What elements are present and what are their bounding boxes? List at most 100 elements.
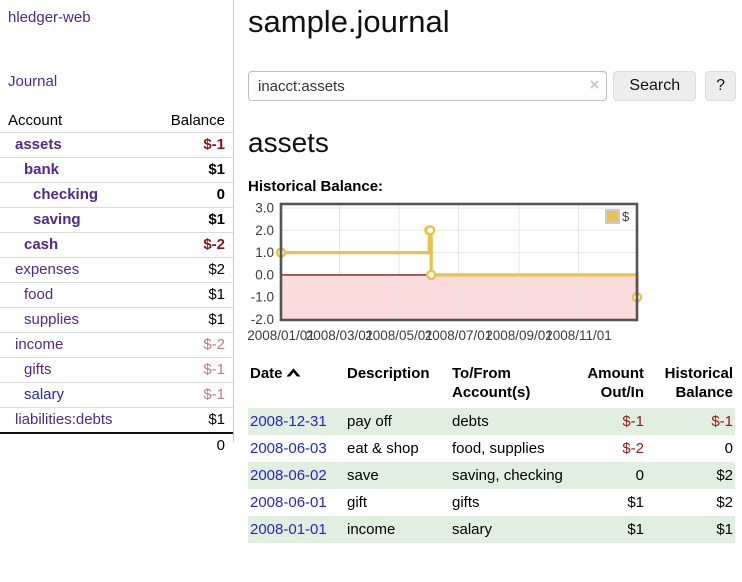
transaction-balance: $2 [716,494,733,511]
account-balance: $-1 [203,136,225,153]
account-link[interactable]: bank [24,161,60,178]
accounts-total-row: 0 [0,433,233,458]
sidebar: hledger-web Journal Account Balance asse… [0,0,234,454]
plot-border [279,202,639,322]
transaction-amount: $-1 [622,413,644,430]
page-title: sample.journal [248,4,450,39]
transaction-accounts: gifts [452,494,480,511]
register-header-balance: Historical Balance [664,365,733,401]
account-link[interactable]: assets [15,136,62,153]
transaction-accounts: salary [452,521,493,538]
register-header-amount: Amount Out/In [587,365,644,401]
y-tick-label: -2.0 [251,312,274,327]
data-point [424,225,436,236]
help-button[interactable]: ? [705,71,736,101]
account-row: assets $-1 [0,132,233,158]
account-row: expenses $2 [0,257,233,283]
x-tick-label: 2008/01/01 [248,328,315,343]
account-balance: $1 [208,286,225,303]
account-row: liabilities:debts $1 [0,407,233,434]
chart-title: Historical Balance: [248,178,384,195]
y-tick-label: 0.0 [255,267,274,282]
transaction-row: 2008-06-02 save saving, checking 0 $2 [248,462,735,489]
transaction-description: pay off [347,413,392,430]
account-balance: $-2 [203,236,225,253]
account-balance: $-1 [203,386,225,403]
accounts-header-account: Account [8,112,63,129]
historical-balance-chart[interactable]: $3.0 2.0 1.0 0.0 -1.0 -2.0 2008/01/01 2008/03/0… [248,196,736,352]
transaction-row: 2008-06-01 gift gifts $1 $2 [248,489,735,516]
chart-canvas: $3.0 2.0 1.0 0.0 -1.0 -2.02008/01/012008/03/0… [248,201,643,343]
account-row: gifts $-1 [0,357,233,383]
x-tick-label: 2008/03/01 [306,328,374,343]
account-link[interactable]: liabilities:debts [15,411,113,428]
transaction-amount: $1 [627,521,644,538]
register-header-row: Date Description To/From Account(s) Amou… [248,360,735,408]
accounts-total-spacer [0,433,136,458]
accounts-table: Account Balance assets $-1 bank $1 checking 0… [0,109,233,458]
account-row: cash $-2 [0,232,233,258]
transaction-balance: $2 [716,467,733,484]
accounts-total-value: 0 [216,437,225,454]
y-tick-label: -1.0 [251,290,274,305]
clear-search-icon[interactable]: × [589,75,600,94]
account-balance: $1 [208,211,225,228]
account-balance: $1 [208,311,225,328]
account-link[interactable]: salary [24,386,65,403]
account-heading: assets [248,127,329,158]
app-brand-link[interactable]: hledger-web [8,9,91,26]
sort-ascending-icon [286,368,301,377]
account-balance: 0 [216,186,225,203]
search-form: × Search ? [248,71,736,101]
transaction-accounts: debts [452,413,489,430]
transaction-row: 2008-12-31 pay off debts $-1 $-1 [248,408,735,435]
account-link[interactable]: expenses [15,261,80,278]
search-button[interactable]: Search [613,71,697,101]
transaction-date-link[interactable]: 2008-06-01 [250,494,327,511]
account-row: saving $1 [0,207,233,233]
transaction-date-link[interactable]: 2008-06-02 [250,467,327,484]
account-balance: $-1 [203,361,225,378]
register-header-description: Description [347,365,430,382]
y-tick-label: 2.0 [255,223,274,238]
account-link[interactable]: supplies [24,311,80,328]
account-link[interactable]: saving [33,211,81,228]
x-tick-label: 2008/09/01 [485,328,553,343]
account-balance: $1 [208,411,225,428]
x-tick-label: 2008/07/01 [425,328,493,343]
account-link[interactable]: cash [24,236,59,253]
y-tick-label: 1.0 [255,245,274,260]
nav-journal-link[interactable]: Journal [8,73,58,90]
transaction-date-link[interactable]: 2008-12-31 [250,413,327,430]
register-table: Date Description To/From Account(s) Amou… [248,360,735,543]
account-link[interactable]: food [24,286,54,303]
transaction-balance: $1 [716,521,733,538]
account-row: bank $1 [0,157,233,183]
legend-label: $ [622,209,630,224]
search-input[interactable] [248,71,608,101]
transaction-amount: $1 [627,494,644,511]
transaction-balance: $-1 [711,413,733,430]
main-content: sample.journal × Search ? assets Histori… [248,0,736,543]
account-row: income $-2 [0,332,233,358]
account-link[interactable]: checking [33,186,99,203]
transaction-description: save [347,467,379,484]
transaction-date-link[interactable]: 2008-01-01 [250,521,327,538]
transaction-balance: 0 [724,440,733,457]
transaction-amount: 0 [635,467,644,484]
register-header-date[interactable]: Date [248,360,345,408]
account-row: food $1 [0,282,233,308]
transaction-description: gift [347,494,368,511]
transaction-accounts: saving, checking [452,467,563,484]
transaction-description: income [347,521,396,538]
account-link[interactable]: gifts [24,361,52,378]
transaction-date-link[interactable]: 2008-06-03 [250,440,327,457]
accounts-header-balance: Balance [170,112,225,129]
account-link[interactable]: income [15,336,64,353]
transaction-row: 2008-06-03 eat & shop food, supplies $-2 0 [248,435,735,462]
x-tick-label: 2008/05/01 [365,328,433,343]
account-row: checking 0 [0,182,233,208]
register-header-accounts: To/From Account(s) [452,365,531,401]
account-row: supplies $1 [0,307,233,333]
